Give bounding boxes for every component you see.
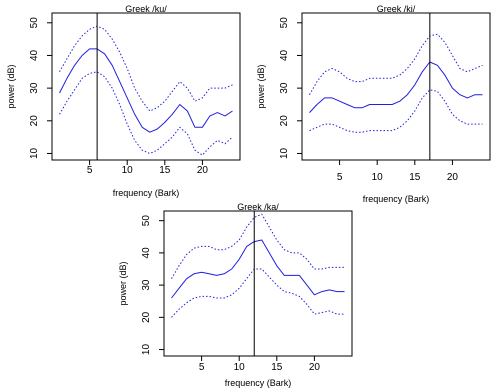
y-tick-label: 40 <box>279 49 290 61</box>
x-tick-label: 15 <box>271 362 283 373</box>
x-tick-label: 10 <box>122 165 134 176</box>
plot-frame <box>51 12 241 161</box>
y-tick-label: 30 <box>279 82 290 94</box>
x-tick-label: 20 <box>197 165 209 176</box>
confidence-band-line <box>309 33 483 95</box>
confidence-band-line <box>309 89 483 133</box>
y-tick-label: 10 <box>141 344 152 356</box>
x-tick-label: 5 <box>87 165 93 176</box>
y-tick-label: 40 <box>29 49 40 61</box>
confidence-band-line <box>59 25 233 112</box>
x-tick-label: 15 <box>409 172 421 183</box>
y-tick-label: 50 <box>141 215 152 227</box>
chart-title: Greek /ka/ <box>237 202 279 212</box>
x-axis-label: frequency (Bark) <box>225 378 292 388</box>
y-axis-label: power (dB) <box>118 261 128 305</box>
confidence-band-line <box>171 268 345 318</box>
y-tick-label: 30 <box>29 82 40 94</box>
chart-panel: 5 10 15 20 10 20 30 40 50 Greek /ka/frequency (Ba… <box>118 202 353 388</box>
chart-panel: 5 10 15 20 10 20 30 40 50 Greek /ki/frequency (Ba… <box>256 4 491 204</box>
y-tick-label: 50 <box>279 17 290 29</box>
mean-line <box>59 48 233 133</box>
y-tick-label: 20 <box>29 115 40 127</box>
y-tick-label: 30 <box>141 279 152 291</box>
x-tick-label: 10 <box>234 362 246 373</box>
x-tick-label: 5 <box>199 362 205 373</box>
x-axis-label: frequency (Bark) <box>113 188 180 198</box>
mean-line <box>171 239 345 299</box>
confidence-band-line <box>59 71 233 156</box>
x-tick-label: 20 <box>309 362 321 373</box>
x-axis-label: frequency (Bark) <box>363 194 430 204</box>
y-tick-label: 20 <box>279 115 290 127</box>
chart-title: Greek /ku/ <box>125 4 167 14</box>
chart-title: Greek /ki/ <box>377 4 416 14</box>
plot-frame <box>163 210 353 357</box>
x-tick-label: 10 <box>372 172 384 183</box>
plot-frame <box>301 12 491 161</box>
x-tick-label: 5 <box>337 172 343 183</box>
confidence-band-line <box>171 213 345 279</box>
y-tick-label: 20 <box>141 311 152 323</box>
y-tick-label: 50 <box>29 17 40 29</box>
mean-line <box>309 61 483 113</box>
y-tick-label: 40 <box>141 247 152 259</box>
x-tick-label: 15 <box>159 165 171 176</box>
y-tick-label: 10 <box>29 147 40 159</box>
y-axis-label: power (dB) <box>6 64 16 108</box>
chart-panel: 5 10 15 20 10 20 30 40 50 Greek /ku/frequency (Ba… <box>6 4 241 198</box>
x-tick-label: 20 <box>447 172 459 183</box>
y-axis-label: power (dB) <box>256 64 266 108</box>
y-tick-label: 10 <box>279 147 290 159</box>
